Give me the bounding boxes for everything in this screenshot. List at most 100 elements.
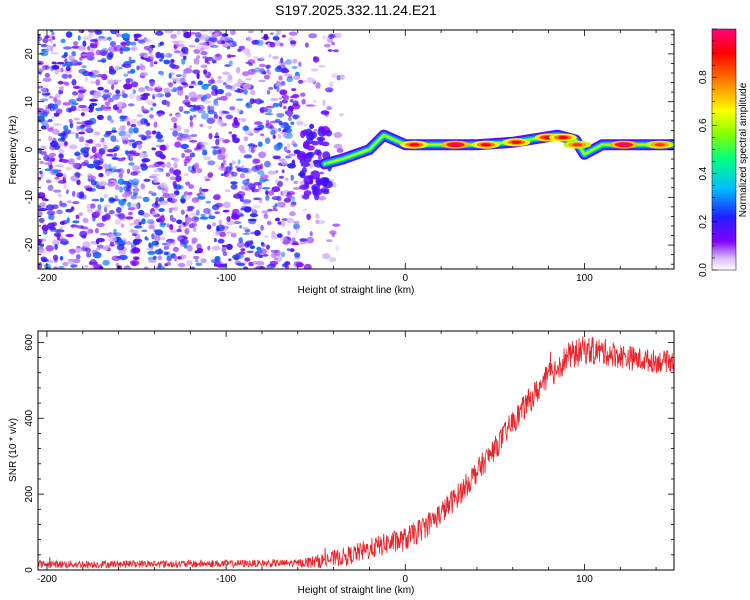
spectrogram-noise-blob <box>278 127 282 132</box>
spectrogram-noise-blob <box>38 192 46 199</box>
spectrogram-noise-blob <box>40 50 49 57</box>
spectrogram-noise-blob <box>101 185 105 190</box>
spectrogram-noise-blob <box>291 140 296 146</box>
spectrogram-noise-blob <box>76 125 80 131</box>
spectrogram-noise-blob <box>309 162 314 169</box>
spectrogram-noise-blob <box>176 40 184 45</box>
spectrogram-noise-blob <box>78 104 87 109</box>
spectrogram-noise-blob <box>240 167 249 173</box>
spectrogram-noise-blob <box>170 33 177 39</box>
spectrogram-noise-blob <box>118 173 123 178</box>
spectrogram-noise-blob <box>45 245 54 252</box>
spectrogram-noise-blob <box>113 152 117 157</box>
spectrogram-noise-blob <box>103 193 109 199</box>
spectrogram-noise-blob <box>143 178 151 182</box>
spectrogram-noise-blob <box>286 190 295 195</box>
spectrogram-noise-blob <box>209 37 218 43</box>
spectrogram-noise-blob <box>180 143 189 149</box>
spectrogram-noise-blob <box>307 77 312 80</box>
spectrogram-noise-blob <box>237 78 242 85</box>
spectrogram-noise-blob <box>172 130 179 137</box>
spectrogram-noise-blob <box>96 114 104 121</box>
spectrogram-noise-blob <box>72 91 78 96</box>
spectrogram-noise-blob <box>84 120 94 126</box>
spectrogram-noise-blob <box>109 119 115 124</box>
spectrogram-noise-blob <box>143 54 150 59</box>
spectrogram-noise-blob <box>248 143 255 149</box>
spectrogram-noise-blob <box>67 260 75 265</box>
spectrogram-noise-blob <box>59 255 64 261</box>
spectrogram-noise-blob <box>242 83 251 90</box>
spectrogram-noise-blob <box>207 160 216 166</box>
spectrogram-noise-blob <box>265 105 275 109</box>
y-tick-label: 20 <box>24 48 35 60</box>
spectrogram-noise-blob <box>269 120 279 124</box>
spectrogram-noise-blob <box>166 100 171 107</box>
spectrogram-noise-blob <box>215 54 221 57</box>
spectrogram-noise-blob <box>193 217 199 221</box>
spectrogram-noise-blob <box>90 39 98 42</box>
spectrogram-noise-blob <box>189 115 193 121</box>
spectrogram-noise-blob <box>52 43 56 47</box>
spectrogram-noise-blob <box>314 149 322 156</box>
spectrogram-noise-blob <box>193 226 197 233</box>
spectrogram-noise-blob <box>122 180 131 185</box>
spectrogram-noise-blob <box>88 139 94 144</box>
spectrogram-noise-blob <box>171 240 176 246</box>
spectrogram-noise-blob <box>152 255 157 261</box>
y-tick-label: 600 <box>24 334 35 351</box>
spectrogram-noise-blob <box>283 67 288 71</box>
spectrogram-noise-blob <box>272 134 276 139</box>
spectrogram-noise-blob <box>65 167 72 171</box>
spectrogram-noise-blob <box>86 252 92 258</box>
spectrogram-noise-blob <box>101 48 109 53</box>
spectrogram-noise-blob <box>163 87 170 94</box>
spectrogram-noise-blob <box>109 65 114 73</box>
spectrogram-noise-blob <box>246 250 254 254</box>
spectrogram-noise-blob <box>119 125 126 129</box>
y-tick-label: 0 <box>24 146 35 152</box>
spectrogram-noise-blob <box>173 43 180 48</box>
spectrogram-noise-blob <box>99 138 105 143</box>
spectrogram-noise-blob <box>52 189 62 193</box>
spectrogram-noise-blob <box>38 113 48 117</box>
spectrogram-noise-blob <box>243 136 249 142</box>
spectrogram-noise-blob <box>54 176 60 180</box>
spectrogram-noise-blob <box>140 118 148 125</box>
spectrogram-noise-blob <box>228 258 232 262</box>
spectrogram-noise-blob <box>183 68 193 74</box>
spectrogram-noise-blob <box>233 221 242 225</box>
spectrogram-noise-blob <box>107 36 112 41</box>
spectrogram-noise-blob <box>96 222 105 228</box>
spectrogram-noise-blob <box>240 248 246 252</box>
spectrogram-noise-blob <box>185 222 191 226</box>
colorbar-label: Normalized spectral amplitude <box>738 82 749 217</box>
spectrogram-noise-blob <box>282 34 286 38</box>
spectrogram-noise-blob <box>50 51 59 55</box>
spectrogram-noise-blob <box>183 31 192 39</box>
colorbar-tick-label: 0.6 <box>698 118 709 132</box>
spectrogram-noise-blob <box>290 196 296 202</box>
spectrogram-noise-blob <box>173 169 182 177</box>
spectrogram-noise-blob <box>144 266 149 269</box>
spectrogram-noise-blob <box>218 165 227 171</box>
spectrogram-noise-blob <box>264 160 271 168</box>
spectrogram-noise-blob <box>38 67 43 73</box>
spectrogram-noise-blob <box>149 54 154 60</box>
spectrogram-noise-blob <box>103 206 108 213</box>
spectrogram-noise-blob <box>281 169 285 174</box>
spectrogram-noise-blob <box>229 162 233 167</box>
spectrogram-y-label: Frequency (Hz) <box>8 116 19 185</box>
spectrogram-noise-blob <box>195 262 203 266</box>
spectrogram-noise-blob <box>263 74 270 80</box>
spectrogram-noise-blob <box>264 137 271 144</box>
spectrogram-noise-blob <box>288 153 296 157</box>
spectrogram-noise-blob <box>280 251 286 258</box>
spectrogram-noise-blob <box>318 196 327 201</box>
spectrogram-noise-blob <box>187 205 195 210</box>
spectrogram-noise-blob <box>231 171 238 177</box>
spectrogram-noise-blob <box>148 190 154 195</box>
spectrogram-noise-blob <box>215 229 221 236</box>
spectrogram-noise-blob <box>110 135 117 142</box>
